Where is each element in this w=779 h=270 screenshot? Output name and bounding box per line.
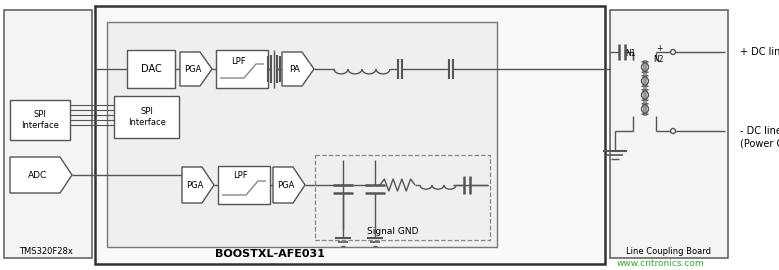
Text: Signal GND: Signal GND <box>367 228 419 237</box>
Text: - DC line: - DC line <box>740 126 779 136</box>
Polygon shape <box>273 167 305 203</box>
Polygon shape <box>10 157 72 193</box>
Text: PA: PA <box>290 65 301 73</box>
Text: +
N2: + N2 <box>654 44 664 64</box>
Bar <box>10 100 70 140</box>
Bar <box>216 50 268 88</box>
Bar <box>315 155 490 240</box>
Bar <box>107 22 497 247</box>
Text: DAC: DAC <box>141 64 161 74</box>
Polygon shape <box>180 52 212 86</box>
Text: LPF: LPF <box>233 171 247 181</box>
Bar <box>4 10 92 258</box>
Text: ADC: ADC <box>28 170 48 180</box>
Text: TMS320F28x: TMS320F28x <box>19 248 73 256</box>
Bar <box>114 96 179 138</box>
Text: SPI
Interface: SPI Interface <box>128 107 166 127</box>
Bar <box>95 6 605 264</box>
Text: Line Coupling Board: Line Coupling Board <box>626 248 711 256</box>
Bar <box>218 166 270 204</box>
Text: www.cntronics.com: www.cntronics.com <box>616 258 703 268</box>
Bar <box>127 50 175 88</box>
Text: SPI
Interface: SPI Interface <box>21 110 59 130</box>
Polygon shape <box>282 52 314 86</box>
Text: PGA: PGA <box>277 181 294 190</box>
Text: N1: N1 <box>626 49 636 59</box>
Bar <box>610 10 728 258</box>
Text: LPF: LPF <box>231 58 245 66</box>
Text: PGA: PGA <box>186 181 203 190</box>
Text: PGA: PGA <box>185 65 202 73</box>
Text: + DC line: + DC line <box>740 47 779 57</box>
Polygon shape <box>182 167 214 203</box>
Text: (Power GND): (Power GND) <box>740 138 779 148</box>
Text: BOOSTXL-AFE031: BOOSTXL-AFE031 <box>215 249 325 259</box>
